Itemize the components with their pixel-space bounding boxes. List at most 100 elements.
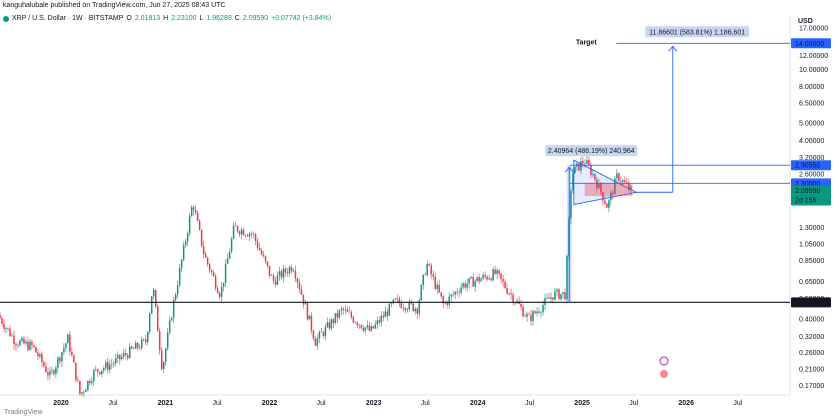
candle-body <box>131 346 133 349</box>
candle-body <box>386 311 389 316</box>
x-tick-label: 2023 <box>366 400 382 407</box>
candle-body <box>226 258 229 265</box>
candle-body <box>496 270 498 274</box>
candle-body <box>166 332 169 349</box>
candle-body <box>406 309 409 311</box>
candle-body <box>276 275 279 285</box>
candle-body <box>252 233 255 235</box>
candle-body <box>87 380 89 390</box>
y-tick-label: 0.85000 <box>799 258 824 265</box>
candle-body <box>474 280 476 287</box>
candle-body <box>21 338 23 341</box>
candle-body <box>99 372 101 375</box>
candle-body <box>234 225 237 227</box>
candle-body <box>266 261 269 266</box>
candle-body <box>123 353 125 357</box>
close-value: 2.09590 <box>242 15 269 22</box>
y-tick-label: 0.40000 <box>799 316 824 323</box>
candle-body <box>83 391 85 393</box>
open-label: O <box>126 15 132 22</box>
candle-body <box>364 327 367 331</box>
candle-body <box>630 186 632 190</box>
candle-body <box>376 320 379 325</box>
tradingview-logo: TradingView <box>4 409 43 416</box>
candle-body <box>272 275 275 281</box>
currency-label: USD <box>798 18 813 25</box>
candle-body <box>306 303 309 320</box>
prior-move-measure-label: 2.40964 (486.19%) 240,964 <box>548 148 635 155</box>
candle-body <box>162 362 165 370</box>
candle-body <box>49 371 51 376</box>
candle-body <box>125 353 127 355</box>
y-tick-label: 3.20000 <box>799 155 824 162</box>
candle-body <box>532 311 534 322</box>
candle-body <box>556 289 558 292</box>
candle-body <box>101 370 103 375</box>
y-tick-label: 10.00000 <box>799 67 828 74</box>
candle-countdown-label: 2d 15h <box>795 198 817 205</box>
candle-body <box>107 362 109 370</box>
candle-body <box>396 298 399 300</box>
candle-body <box>408 301 411 310</box>
high-value: 2.23100 <box>171 15 197 22</box>
candle-body <box>194 210 197 213</box>
candle-body <box>574 166 576 174</box>
candle-body <box>144 339 147 343</box>
candle-body <box>178 267 181 286</box>
candle-body <box>326 322 329 327</box>
x-tick-label: 2024 <box>470 400 486 407</box>
candle-body <box>298 282 301 290</box>
candle-body <box>476 277 478 281</box>
candle-body <box>394 298 397 300</box>
candle-body <box>434 276 436 289</box>
candle-body <box>270 275 273 277</box>
candle-body <box>75 362 77 381</box>
candle-body <box>460 287 462 293</box>
candle-body <box>510 293 512 295</box>
candle-body <box>184 241 187 246</box>
candle-body <box>628 183 630 190</box>
candle-body <box>402 307 405 309</box>
y-tick-label: 1.30000 <box>799 225 824 232</box>
candle-body <box>246 235 249 237</box>
candle-body <box>600 182 602 193</box>
candle-body <box>480 278 482 282</box>
candle-body <box>67 334 69 344</box>
candle-body <box>280 271 283 278</box>
x-tick-label: Jul <box>213 400 222 407</box>
candle-body <box>512 294 514 303</box>
candle-body <box>488 278 490 280</box>
candle-body <box>216 288 219 294</box>
candle-body <box>89 380 91 384</box>
target-arrow-head <box>668 45 678 52</box>
candle-body <box>374 324 377 329</box>
symbol-title[interactable]: XRP / U.S. Dollar · 1W · BITSTAMP <box>12 15 124 22</box>
y-tick-label: 1.05000 <box>799 242 824 249</box>
candle-body <box>218 293 221 297</box>
x-tick-label: Jul <box>108 400 117 407</box>
candle-body <box>69 334 71 352</box>
candle-body <box>566 256 568 300</box>
candle-body <box>346 309 349 312</box>
candle-body <box>578 163 580 171</box>
candle-body <box>1 318 3 324</box>
y-tick-label: 0.17000 <box>799 383 824 390</box>
candle-body <box>442 296 444 304</box>
candle-body <box>540 312 542 313</box>
candle-body <box>454 291 456 295</box>
x-tick-label: Jul <box>421 400 430 407</box>
candle-body <box>53 370 55 375</box>
candle-body <box>156 306 159 332</box>
candle-body <box>47 372 49 376</box>
candle-body <box>592 173 594 176</box>
candle-body <box>103 368 105 371</box>
candle-body <box>440 292 442 297</box>
candle-body <box>13 335 15 345</box>
candle-body <box>224 264 227 283</box>
candle-body <box>436 284 438 289</box>
candle-body <box>180 259 183 268</box>
candle-body <box>248 233 251 237</box>
candle-body <box>127 354 129 358</box>
candle-body <box>164 348 167 363</box>
